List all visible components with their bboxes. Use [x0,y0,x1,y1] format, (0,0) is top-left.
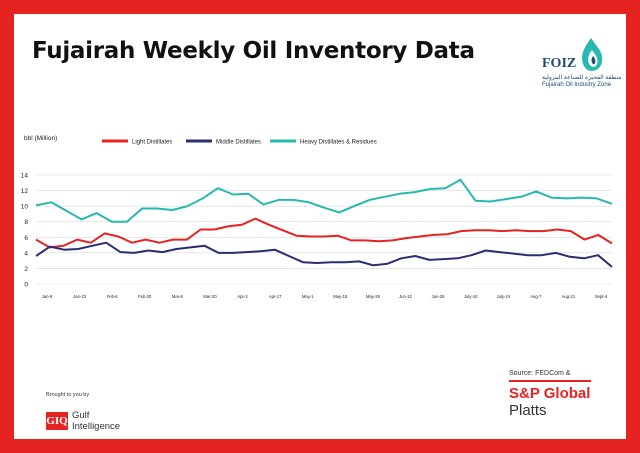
x-tick-label: Mar-20 [203,294,217,299]
foiz-abbr: FOIZ [542,56,577,71]
inventory-line-chart: bbl (Million) Light Distillates Middle Dis… [21,135,613,299]
x-tick-label: Aug-7 [530,294,542,299]
y-tick-label: 10 [21,204,29,211]
x-tick-label: Mar-6 [172,294,184,299]
foiz-drop-icon [582,38,603,71]
x-tick-label: Jan-9 [42,294,53,299]
source-label: Source: FEDCom & [509,370,571,377]
y-tick-label: 6 [24,235,28,242]
gulf-intelligence-logo: GIQ Gulf Intelligence [46,406,156,436]
x-tick-label: Apr-3 [237,294,248,299]
x-tick-label: Jun-12 [399,294,412,299]
y-tick-label: 12 [21,188,29,195]
foiz-logo: FOIZ منطقة الفجيرة للصناعة البترولية Fuj… [542,36,622,106]
sp-rule [509,380,591,382]
gig-mark: GIQ [46,412,68,430]
legend-label: Middle Distillates [216,140,261,146]
x-tick-label: Feb-6 [107,294,119,299]
series-line [35,241,613,268]
x-tick-label: Jan-23 [73,294,86,299]
series-line [35,178,613,223]
y-tick-label: 0 [24,282,28,289]
sp-global-wordmark: S&P Global [509,385,591,402]
sponsor-block: Brought to you by GIQ Gulf Intelligence [46,392,120,432]
series-line [35,217,613,249]
foiz-arabic-name: منطقة الفجيرة للصناعة البترولية [542,75,622,81]
x-tick-label: May-15 [333,294,348,299]
legend-label: Heavy Distillates & Residues [300,140,377,146]
x-tick-label: Apr-17 [269,294,282,299]
x-tick-label: July-10 [464,294,478,299]
brought-to-you-label: Brought to you by [46,392,90,398]
foiz-english-name: Fujairah Oil Industry Zone [542,82,612,88]
page-title: Fujairah Weekly Oil Inventory Data [32,38,475,64]
platts-wordmark: Platts [509,402,547,419]
legend-label: Light Distillates [132,140,172,146]
x-tick-label: Aug-21 [562,294,576,299]
gig-line1: Gulf [72,410,90,421]
x-tick-label: May-1 [302,294,314,299]
chart-card: Fujairah Weekly Oil Inventory Data FOIZ … [14,14,626,439]
y-tick-label: 8 [24,219,28,226]
gig-line2: Intelligence [72,421,121,432]
x-tick-label: Feb-20 [138,294,152,299]
y-axis-label: bbl (Million) [24,135,57,142]
x-tick-label: May-29 [366,294,381,299]
y-tick-label: 4 [24,250,28,257]
source-block: Source: FEDCom & S&P Global Platts [509,370,619,419]
x-tick-label: Jun-26 [432,294,445,299]
x-tick-label: Sept-4 [595,294,608,299]
y-tick-label: 2 [24,266,28,273]
y-tick-label: 14 [21,173,29,180]
x-tick-label: July-24 [496,294,510,299]
